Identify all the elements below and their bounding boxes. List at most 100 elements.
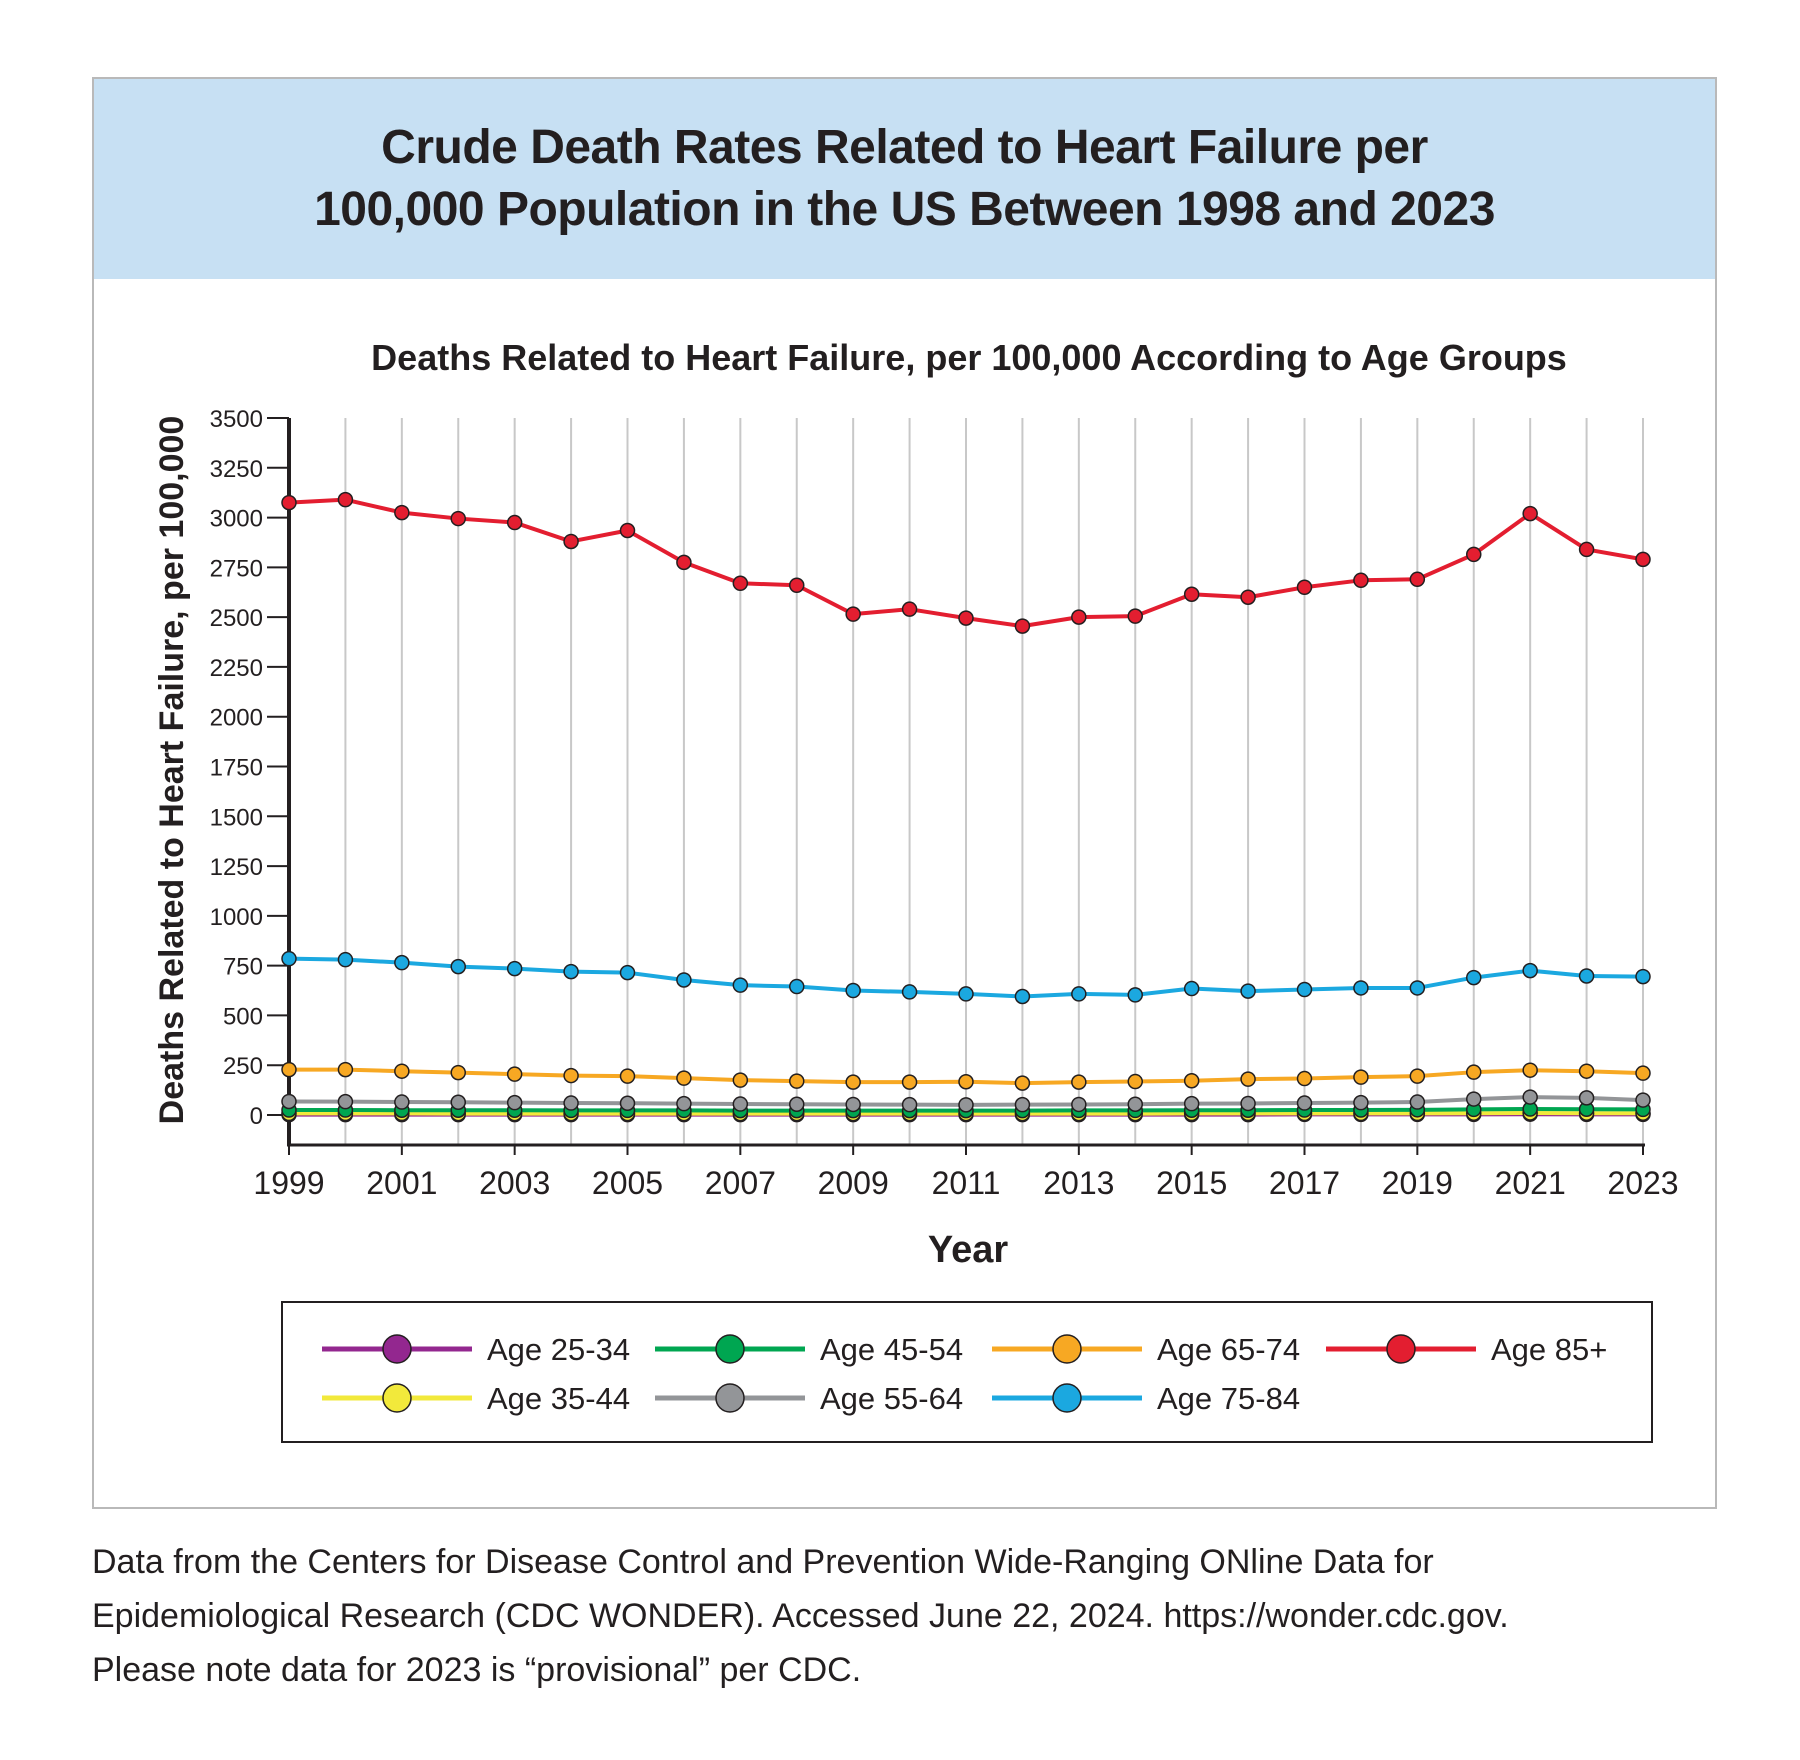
chart-title: Deaths Related to Heart Failure, per 100… xyxy=(371,337,1567,378)
data-point-5-2014 xyxy=(1127,987,1143,1003)
data-point-5-2006 xyxy=(676,972,692,988)
data-point-3-2001 xyxy=(394,1094,410,1110)
legend-label-5: Age 75-84 xyxy=(1157,1381,1300,1416)
y-tick-label-2000: 2000 xyxy=(210,705,263,732)
data-point-6-2012 xyxy=(1014,618,1031,634)
y-tick-label-3500: 3500 xyxy=(210,406,263,433)
data-point-4-2001 xyxy=(394,1063,410,1079)
y-tick-label-750: 750 xyxy=(223,954,263,981)
x-tick-label-1999: 1999 xyxy=(253,1165,324,1201)
data-point-6-2018 xyxy=(1353,572,1369,589)
data-point-3-1999 xyxy=(281,1093,297,1110)
legend-label-1: Age 35-44 xyxy=(487,1381,630,1416)
data-point-5-2012 xyxy=(1014,988,1031,1005)
data-point-5-2002 xyxy=(450,958,466,975)
data-point-5-2003 xyxy=(506,960,523,977)
data-point-6-2005 xyxy=(619,522,636,539)
y-tick-label-0: 0 xyxy=(250,1103,263,1130)
data-point-3-2002 xyxy=(450,1094,466,1111)
data-point-5-1999 xyxy=(281,950,297,967)
legend-item-2: Age 45-54 xyxy=(655,1332,963,1367)
data-point-5-2010 xyxy=(901,984,918,1000)
data-point-4-2018 xyxy=(1353,1069,1369,1085)
data-point-6-2017 xyxy=(1296,579,1313,596)
x-tick-label-2003: 2003 xyxy=(479,1165,550,1201)
data-point-4-2012 xyxy=(1014,1075,1031,1091)
legend-item-6: Age 85+ xyxy=(1326,1332,1607,1367)
data-point-3-2006 xyxy=(676,1095,692,1112)
data-point-3-2018 xyxy=(1353,1094,1369,1111)
data-point-3-2010 xyxy=(901,1096,918,1113)
data-point-5-2022 xyxy=(1578,968,1595,984)
legend-swatch-marker-3 xyxy=(715,1383,745,1413)
legend-label-3: Age 55-64 xyxy=(820,1381,963,1416)
data-point-4-2020 xyxy=(1466,1064,1482,1080)
legend-swatch-marker-5 xyxy=(1052,1383,1082,1413)
y-tick-label-2500: 2500 xyxy=(210,605,263,632)
y-axis-label: Deaths Related to Heart Failure, per 100… xyxy=(153,416,191,1125)
source-note-line-1: Data from the Centers for Disease Contro… xyxy=(92,1543,1434,1581)
x-tick-label-2015: 2015 xyxy=(1156,1165,1227,1201)
page-title-line-1: Crude Death Rates Related to Heart Failu… xyxy=(381,121,1428,174)
legend-item-1: Age 35-44 xyxy=(322,1381,630,1416)
legend-item-5: Age 75-84 xyxy=(992,1381,1300,1416)
data-point-3-2000 xyxy=(337,1093,354,1110)
data-point-5-2015 xyxy=(1183,980,1200,997)
data-point-4-2016 xyxy=(1240,1071,1256,1087)
legend-item-0: Age 25-34 xyxy=(322,1332,630,1367)
data-point-3-2015 xyxy=(1183,1095,1200,1112)
data-point-6-2020 xyxy=(1466,546,1482,563)
data-point-5-2021 xyxy=(1522,962,1538,979)
data-point-4-2002 xyxy=(450,1064,466,1081)
x-tick-label-2019: 2019 xyxy=(1382,1165,1453,1201)
legend-item-3: Age 55-64 xyxy=(655,1381,963,1416)
data-point-5-2000 xyxy=(337,951,354,968)
data-point-4-2022 xyxy=(1578,1063,1595,1079)
legend-item-4: Age 65-74 xyxy=(992,1332,1300,1367)
data-point-6-2003 xyxy=(506,514,523,531)
legend-swatch-marker-6 xyxy=(1386,1334,1416,1364)
data-point-3-2022 xyxy=(1578,1090,1595,1106)
data-point-6-2011 xyxy=(958,610,974,626)
data-point-3-2012 xyxy=(1014,1096,1031,1113)
data-point-3-2005 xyxy=(619,1095,636,1112)
data-point-4-2014 xyxy=(1127,1073,1143,1090)
data-point-3-2014 xyxy=(1127,1096,1143,1112)
data-point-4-2019 xyxy=(1409,1068,1426,1084)
y-tick-label-3000: 3000 xyxy=(210,506,263,533)
gridlines xyxy=(344,418,1644,1145)
data-point-5-2016 xyxy=(1240,983,1256,999)
data-point-5-2019 xyxy=(1409,980,1426,996)
y-tick-label-2250: 2250 xyxy=(210,655,263,682)
data-point-6-1999 xyxy=(281,494,297,511)
data-point-4-2013 xyxy=(1071,1074,1087,1090)
page-title: Crude Death Rates Related to Heart Failu… xyxy=(314,117,1495,241)
data-point-5-2008 xyxy=(789,978,805,995)
x-tick-label-2013: 2013 xyxy=(1043,1165,1114,1201)
data-point-4-2000 xyxy=(337,1061,354,1078)
data-point-3-2019 xyxy=(1409,1094,1426,1110)
x-axis-label: Year xyxy=(928,1229,1009,1271)
data-point-6-2014 xyxy=(1127,608,1143,624)
legend-swatch-marker-4 xyxy=(1052,1334,1082,1364)
data-point-3-2004 xyxy=(563,1095,579,1111)
data-point-4-2009 xyxy=(845,1074,861,1090)
data-point-6-2010 xyxy=(901,601,918,617)
data-point-6-2008 xyxy=(789,577,805,594)
y-tick-label-3250: 3250 xyxy=(210,456,263,483)
data-point-3-2017 xyxy=(1296,1095,1313,1111)
data-point-3-2009 xyxy=(845,1096,861,1113)
line-chart: Deaths Related to Heart Failure, per 100… xyxy=(153,337,1679,1443)
data-point-3-2023 xyxy=(1635,1092,1651,1108)
data-point-5-2009 xyxy=(845,982,861,999)
data-point-3-2016 xyxy=(1240,1095,1256,1112)
series-5 xyxy=(281,950,1651,1005)
series-3 xyxy=(281,1089,1651,1113)
y-tick-label-500: 500 xyxy=(223,1003,263,1030)
data-point-5-2005 xyxy=(619,964,636,981)
legend-box xyxy=(281,1301,1653,1443)
data-point-5-2020 xyxy=(1466,969,1482,986)
data-point-4-2005 xyxy=(619,1068,636,1084)
data-point-4-2011 xyxy=(958,1073,974,1090)
data-point-6-2004 xyxy=(563,533,579,550)
